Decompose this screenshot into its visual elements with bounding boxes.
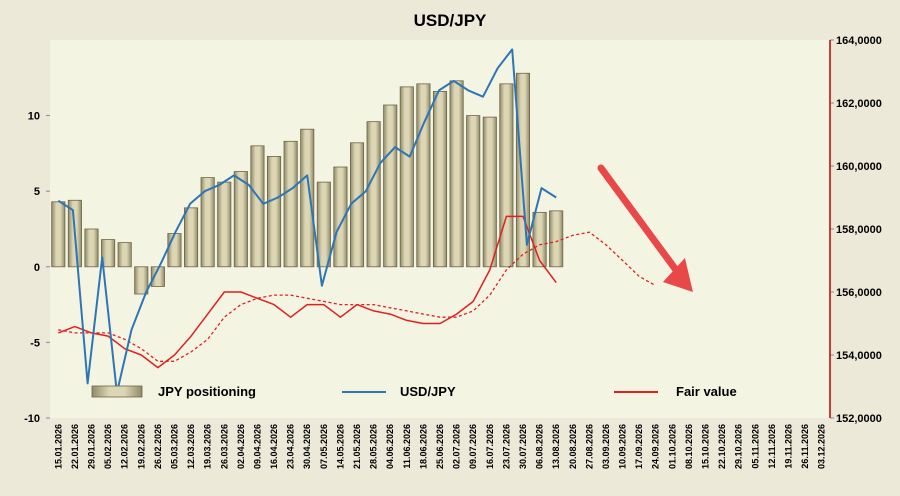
x-tick-label: 23.07.2026 bbox=[501, 424, 511, 469]
legend-label-fair-value: Fair value bbox=[676, 384, 737, 399]
x-tick-label: 14.05.2026 bbox=[335, 424, 345, 469]
x-tick-label: 12.11.2026 bbox=[767, 424, 777, 469]
bar bbox=[84, 228, 99, 268]
bar bbox=[117, 242, 132, 268]
y-right-tick-label: 154,0000 bbox=[836, 350, 882, 362]
x-tick-label: 30.07.2026 bbox=[518, 424, 528, 469]
x-tick-label: 02.07.2026 bbox=[452, 424, 462, 469]
x-tick-label: 05.03.2026 bbox=[169, 424, 179, 469]
x-tick-label: 03.12.2026 bbox=[817, 424, 827, 469]
x-tick-label: 08.10.2026 bbox=[684, 424, 694, 469]
bar bbox=[250, 145, 265, 268]
y-right-tick-label: 162,0000 bbox=[836, 98, 882, 110]
bar bbox=[267, 156, 282, 268]
bar bbox=[383, 104, 398, 268]
x-tick-label: 16.04.2026 bbox=[269, 424, 279, 469]
y-left-tick-label: 10 bbox=[28, 111, 40, 123]
y-right-tick-label: 156,0000 bbox=[836, 287, 882, 299]
x-tick-label: 17.09.2026 bbox=[634, 424, 644, 469]
x-tick-label: 02.04.2026 bbox=[236, 424, 246, 469]
y-right-tick-label: 158,0000 bbox=[836, 224, 882, 236]
bar bbox=[200, 177, 215, 268]
legend-label-positioning: JPY positioning bbox=[158, 384, 256, 399]
x-tick-label: 19.02.2026 bbox=[136, 424, 146, 469]
bar bbox=[515, 72, 531, 268]
x-tick-label: 28.05.2026 bbox=[369, 424, 379, 469]
x-tick-label: 15.10.2026 bbox=[701, 424, 711, 469]
x-tick-label: 26.02.2026 bbox=[153, 424, 163, 469]
bar bbox=[349, 142, 365, 268]
bar bbox=[549, 210, 564, 268]
x-tick-label: 26.03.2026 bbox=[219, 424, 229, 469]
bar bbox=[466, 115, 481, 268]
x-tick-label: 11.06.2026 bbox=[402, 424, 412, 469]
x-tick-label: 10.09.2026 bbox=[618, 424, 628, 469]
bar bbox=[167, 233, 182, 268]
bar bbox=[499, 83, 514, 268]
x-tick-label: 15.01.2026 bbox=[53, 424, 63, 469]
trend-arrow-head bbox=[662, 258, 693, 292]
x-tick-label: 12.02.2026 bbox=[120, 424, 130, 469]
bar bbox=[300, 128, 315, 268]
x-tick-label: 21.05.2026 bbox=[352, 424, 362, 469]
x-tick-label: 25.06.2026 bbox=[435, 424, 445, 469]
x-tick-label: 26.11.2026 bbox=[800, 424, 810, 469]
bar bbox=[51, 201, 66, 268]
x-tick-label: 23.04.2026 bbox=[286, 424, 296, 469]
y-right-tick-label: 160,0000 bbox=[836, 161, 882, 173]
legend-label-usdjpy: USD/JPY bbox=[400, 384, 456, 399]
y-right-tick-label: 152,0000 bbox=[836, 413, 882, 425]
x-tick-label: 06.08.2026 bbox=[535, 424, 545, 469]
bar bbox=[432, 91, 448, 268]
x-tick-label: 19.03.2026 bbox=[203, 424, 213, 469]
x-tick-label: 09.04.2026 bbox=[252, 424, 262, 469]
x-tick-label: 09.07.2026 bbox=[468, 424, 478, 469]
trend-arrow-shaft bbox=[597, 164, 683, 278]
x-tick-label: 19.11.2026 bbox=[784, 424, 794, 469]
bar bbox=[233, 171, 248, 268]
bar bbox=[283, 140, 298, 268]
y-right-tick-label: 164,0000 bbox=[836, 35, 882, 47]
y-left-tick-label: 0 bbox=[34, 262, 40, 274]
x-tick-label: 13.08.2026 bbox=[551, 424, 561, 469]
x-tick-label: 05.11.2026 bbox=[750, 424, 760, 469]
bar bbox=[366, 121, 381, 268]
y-left-tick-label: -10 bbox=[24, 413, 40, 425]
bar bbox=[150, 266, 165, 287]
bar bbox=[134, 266, 149, 295]
bar bbox=[101, 239, 116, 268]
fair-value-line bbox=[58, 215, 557, 369]
x-tick-label: 22.10.2026 bbox=[717, 424, 727, 469]
x-tick-label: 05.02.2026 bbox=[103, 424, 113, 469]
x-tick-label: 27.08.2026 bbox=[584, 424, 594, 469]
x-tick-label: 24.09.2026 bbox=[651, 424, 661, 469]
bar bbox=[333, 166, 348, 268]
bar bbox=[482, 116, 497, 268]
x-tick-label: 29.01.2026 bbox=[86, 424, 96, 469]
bar bbox=[449, 80, 464, 268]
legend-swatch-bar bbox=[91, 385, 143, 398]
bar bbox=[184, 207, 199, 268]
bar bbox=[217, 181, 232, 268]
x-tick-label: 22.01.2026 bbox=[70, 424, 80, 469]
y-left-tick-label: 5 bbox=[34, 186, 40, 198]
chart-title: USD/JPY bbox=[414, 11, 487, 30]
usdjpy-line bbox=[57, 48, 557, 394]
x-tick-label: 16.07.2026 bbox=[485, 424, 495, 469]
x-tick-label: 03.09.2026 bbox=[601, 424, 611, 469]
bar bbox=[316, 181, 331, 268]
x-tick-label: 29.10.2026 bbox=[734, 424, 744, 469]
bar bbox=[399, 86, 414, 268]
y-left-tick-label: -5 bbox=[30, 337, 40, 349]
bar bbox=[416, 83, 431, 268]
x-tick-label: 04.06.2026 bbox=[385, 424, 395, 469]
x-tick-label: 30.04.2026 bbox=[302, 424, 312, 469]
x-tick-label: 07.05.2026 bbox=[319, 424, 329, 469]
x-tick-label: 18.06.2026 bbox=[418, 424, 428, 469]
x-tick-label: 01.10.2026 bbox=[667, 424, 677, 469]
x-tick-label: 20.08.2026 bbox=[568, 424, 578, 469]
x-tick-label: 12.03.2026 bbox=[186, 424, 196, 469]
